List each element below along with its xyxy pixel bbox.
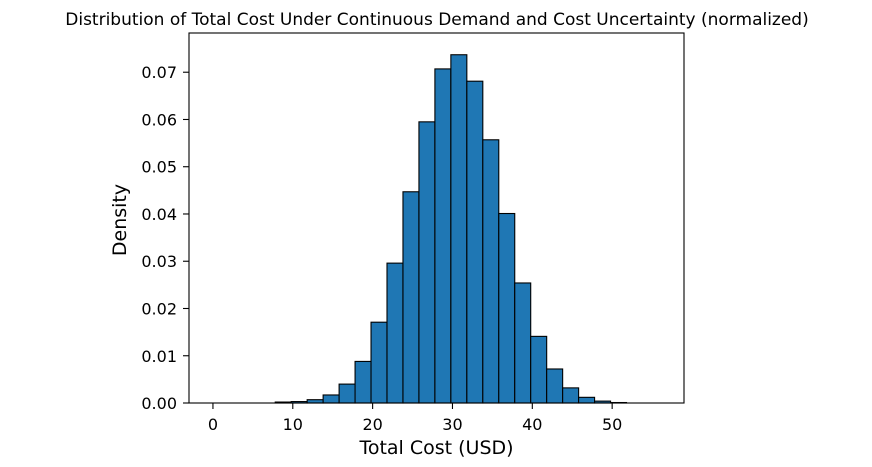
histogram-bar <box>338 383 356 404</box>
histogram-bar <box>386 262 404 404</box>
histogram-bar <box>402 191 420 404</box>
histogram-bar <box>546 368 564 404</box>
y-axis: 0.00 0.01 0.02 0.03 0.04 0.05 0.06 0.07 <box>141 63 189 413</box>
histogram-bar <box>354 360 372 404</box>
y-axis-label: Density <box>109 184 131 256</box>
x-tick-label: 0 <box>208 415 218 434</box>
histogram-bar <box>530 335 548 404</box>
y-tick-label: 0.03 <box>141 252 177 271</box>
x-tick-label: 50 <box>602 415 622 434</box>
y-tick-label: 0.04 <box>141 205 177 224</box>
histogram-bar <box>562 387 580 404</box>
y-tick-label: 0.07 <box>141 63 177 82</box>
histogram-bar <box>498 212 516 404</box>
y-tick-label: 0.05 <box>141 158 177 177</box>
x-tick-label: 20 <box>362 415 382 434</box>
plot-area <box>188 32 685 404</box>
histogram-bar <box>434 68 452 404</box>
x-axis: 0 10 20 30 40 50 <box>208 403 622 434</box>
histogram-bar <box>322 394 340 404</box>
histogram-bar <box>514 282 532 404</box>
y-tick-label: 0.02 <box>141 299 177 318</box>
plot-frame <box>188 32 685 404</box>
y-tick-label: 0.01 <box>141 347 177 366</box>
histogram-bar <box>466 80 484 404</box>
x-tick-label: 40 <box>522 415 542 434</box>
histogram-bar <box>450 54 468 404</box>
x-axis-label: Total Cost (USD) <box>358 437 513 459</box>
histogram-bar <box>370 321 388 404</box>
y-tick-label: 0.00 <box>141 394 177 413</box>
x-tick-label: 10 <box>283 415 303 434</box>
histogram-bar <box>578 396 596 404</box>
chart-title: Distribution of Total Cost Under Continu… <box>65 10 808 30</box>
x-tick-label: 30 <box>442 415 462 434</box>
histogram-bar <box>418 121 436 404</box>
y-tick-label: 0.06 <box>141 110 177 129</box>
histogram-bars <box>274 54 628 404</box>
histogram-bar <box>482 139 500 404</box>
